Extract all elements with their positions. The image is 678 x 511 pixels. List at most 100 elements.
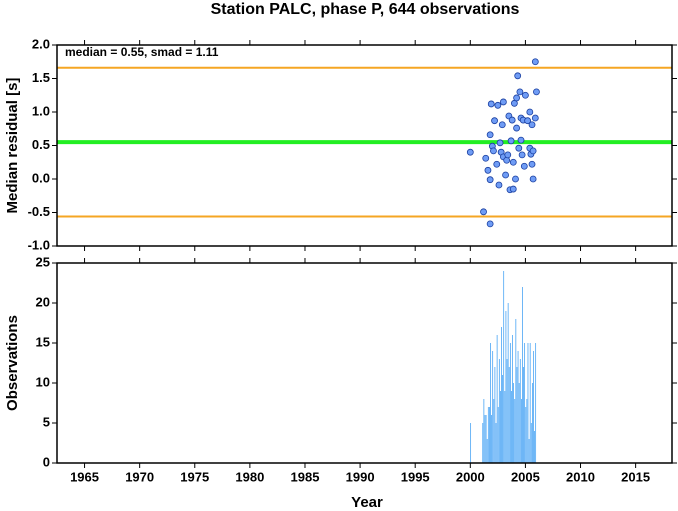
point [528,121,536,129]
bar [506,359,508,463]
x-tick-label: 2005 [511,469,540,484]
y-tick-label: 15 [36,334,50,349]
bar [470,423,472,463]
bar [482,423,484,463]
x-tick-label: 1975 [180,469,209,484]
point [502,171,509,179]
x-tick-label: 1965 [70,469,99,484]
x-tick-label: 2015 [621,469,650,484]
bar [485,415,487,463]
point [531,114,539,122]
bar [496,335,498,463]
point [531,58,539,66]
bar [524,343,526,463]
point [515,144,523,152]
chart-title: Station PALC, phase P, 644 observations [211,1,520,18]
bar [500,391,501,463]
point [487,100,495,108]
point [526,108,534,116]
point [529,147,537,155]
bar [513,383,514,463]
bar [489,407,490,463]
bar [516,367,518,463]
bar [518,383,520,463]
point [466,148,474,156]
point [482,154,490,162]
bar [501,327,502,463]
x-tick-label: 2010 [566,469,595,484]
bar [527,343,529,463]
point [524,117,532,125]
point [514,72,522,80]
plot-frame [56,262,673,464]
x-tick-label: 1995 [401,469,430,484]
point [513,124,520,132]
bar [519,359,521,463]
bar [484,415,486,463]
point [533,88,540,96]
y-tick-label: 25 [36,254,50,269]
point [529,175,537,183]
bar [503,271,505,463]
x-tick-label: 2000 [456,469,485,484]
bar [495,423,497,463]
point [486,220,494,228]
point [518,151,526,159]
point [499,98,507,106]
point [513,94,520,102]
bar [528,439,530,463]
bar [505,311,507,463]
point [486,176,494,184]
bar [525,407,527,463]
bar [523,367,524,463]
point [522,91,529,99]
bar [508,367,510,463]
point [504,151,512,159]
bar [515,319,517,463]
bar [533,351,534,463]
bar [504,391,506,463]
point [484,166,492,174]
bar [526,399,528,463]
x-tick-label: 1980 [235,469,264,484]
bar [522,287,523,463]
bar [483,399,485,463]
bar [529,343,531,463]
y-tick-label: 0.5 [32,137,50,152]
y-tick-label: 1.0 [32,103,50,118]
bar [514,399,516,463]
point [520,162,528,170]
bar [517,351,519,463]
x-tick-label: 1970 [125,469,154,484]
bar [535,343,537,463]
y-tick-label: 5 [43,414,50,429]
bar [507,303,509,463]
y-tick-label: 2.0 [32,36,50,51]
bar [487,407,489,463]
point [528,160,536,168]
bar [511,391,512,463]
y-tick-label: 0.0 [32,170,50,185]
point [493,160,501,168]
bar [502,375,503,463]
point [480,208,487,216]
bar [492,351,494,463]
point [503,156,511,164]
bar [532,383,533,463]
bar [512,335,513,463]
point [517,136,525,144]
point [509,185,517,193]
y-tick-label: -1.0 [28,237,50,252]
point [509,158,517,166]
bar [497,407,499,463]
point [491,117,498,125]
point [507,137,515,145]
bar [490,343,491,463]
point [496,139,504,147]
y-axis-label: Median residual [s] [4,78,21,214]
y-axis-label: Observations [4,315,21,411]
bar [521,399,522,463]
bar [530,423,532,463]
bar [498,359,500,463]
x-tick-label: 1985 [291,469,320,484]
